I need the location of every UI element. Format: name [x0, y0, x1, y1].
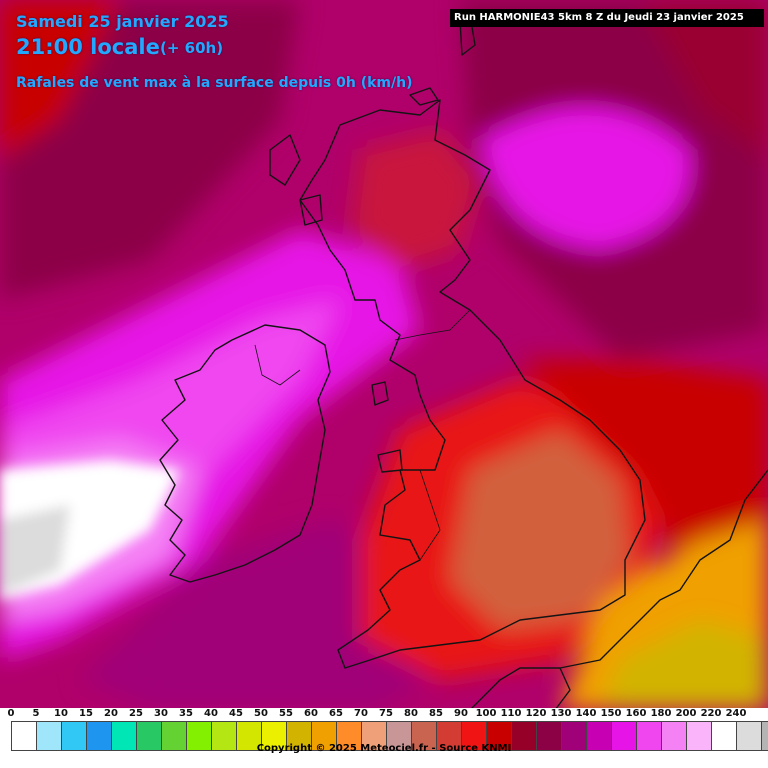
legend-label: 65 — [329, 708, 343, 719]
coast-brittany — [554, 667, 571, 710]
legend-swatch — [612, 722, 637, 750]
forecast-date: Samedi 25 janvier 2025 — [16, 12, 229, 31]
legend-swatch — [687, 722, 712, 750]
gust-field-svg — [0, 0, 768, 710]
field-magenta-northsea — [480, 107, 691, 250]
legend-label: 50 — [254, 708, 268, 719]
coast-anglesey — [377, 449, 403, 473]
legend-swatch — [262, 722, 287, 750]
legend-swatch — [762, 722, 768, 750]
legend-label: 130 — [550, 708, 572, 719]
legend-label: 160 — [625, 708, 647, 719]
border-scotland-england — [394, 309, 471, 341]
coast-isle-of-man — [371, 381, 389, 406]
legend-swatch — [37, 722, 62, 750]
legend-label: 40 — [204, 708, 218, 719]
legend-labels: 0 5 10 15 20 25 30 35 40 45 50 55 60 65 70 75 80 85 90 100 1… — [0, 708, 768, 722]
legend-swatch — [662, 722, 687, 750]
legend-label: 120 — [525, 708, 547, 719]
legend-swatch — [512, 722, 537, 750]
legend-label: 150 — [600, 708, 622, 719]
field-grey-west — [0, 505, 70, 595]
legend-label: 80 — [404, 708, 418, 719]
legend-swatch — [362, 722, 387, 750]
border-wales — [419, 469, 441, 561]
field-red-northwest — [0, 0, 120, 160]
legend-label: 60 — [304, 708, 318, 719]
legend-label: 200 — [675, 708, 697, 719]
legend-swatch — [62, 722, 87, 750]
legend-label: 240 — [725, 708, 747, 719]
legend-swatch — [87, 722, 112, 750]
legend-label: 110 — [500, 708, 522, 719]
run-info-banner: Run HARMONIE43 5km 8 Z du Jeudi 23 janvi… — [450, 9, 764, 27]
legend-swatch — [287, 722, 312, 750]
legend-label: 10 — [54, 708, 68, 719]
legend-label: 220 — [700, 708, 722, 719]
legend-swatch — [387, 722, 412, 750]
coast-continent — [469, 469, 768, 710]
border-ireland — [254, 344, 301, 386]
legend-color-bar — [11, 721, 768, 751]
legend-swatch — [112, 722, 137, 750]
legend-swatch — [162, 722, 187, 750]
legend-swatch — [137, 722, 162, 750]
legend-swatch — [537, 722, 562, 750]
coast-skye — [299, 194, 323, 226]
legend-swatch — [412, 722, 437, 750]
legend-label: 90 — [454, 708, 468, 719]
legend-label: 45 — [229, 708, 243, 719]
legend-swatch — [337, 722, 362, 750]
legend-swatch — [312, 722, 337, 750]
coastlines — [159, 14, 768, 710]
legend-label: 85 — [429, 708, 443, 719]
legend-swatch — [737, 722, 762, 750]
legend-label: 25 — [129, 708, 143, 719]
coast-great-britain — [299, 99, 646, 669]
field-yellow-continent — [600, 620, 768, 710]
legend-swatch — [212, 722, 237, 750]
field-red-highlands — [350, 130, 480, 270]
legend-label: 100 — [475, 708, 497, 719]
legend-label: 70 — [354, 708, 368, 719]
legend-label: 55 — [279, 708, 293, 719]
legend-swatch — [237, 722, 262, 750]
forecast-time: 21:00 locale — [16, 35, 160, 59]
forecast-lead-time: (+ 60h) — [160, 39, 224, 57]
legend-label: 5 — [32, 708, 40, 719]
legend-label: 0 — [7, 708, 15, 719]
legend-swatch — [462, 722, 487, 750]
coast-hebrides — [269, 134, 301, 186]
legend-label: 35 — [179, 708, 193, 719]
legend-label: 140 — [575, 708, 597, 719]
legend-swatch — [712, 722, 737, 750]
legend-label: 30 — [154, 708, 168, 719]
legend-label: 15 — [79, 708, 93, 719]
legend-swatch — [487, 722, 512, 750]
legend-swatch — [562, 722, 587, 750]
parameter-title: Rafales de vent max à la surface depuis … — [16, 75, 413, 91]
legend-swatch — [187, 722, 212, 750]
field-dark-northeast — [640, 0, 768, 160]
legend-swatch — [637, 722, 662, 750]
coast-orkney — [409, 87, 439, 106]
legend-swatch — [437, 722, 462, 750]
color-legend: 0 5 10 15 20 25 30 35 40 45 50 55 60 65 70 75 80 85 90 100 1… — [0, 708, 768, 768]
copyright: Copyright © 2025 Meteociel.fr - Source K… — [256, 743, 512, 754]
legend-swatch — [12, 722, 37, 750]
field-salmon-se — [450, 430, 630, 630]
legend-label: 20 — [104, 708, 118, 719]
legend-label: 180 — [650, 708, 672, 719]
gust-map — [0, 0, 768, 710]
coast-ireland — [159, 324, 331, 583]
field-red-east — [520, 360, 768, 560]
legend-swatch — [587, 722, 612, 750]
legend-label: 75 — [379, 708, 393, 719]
